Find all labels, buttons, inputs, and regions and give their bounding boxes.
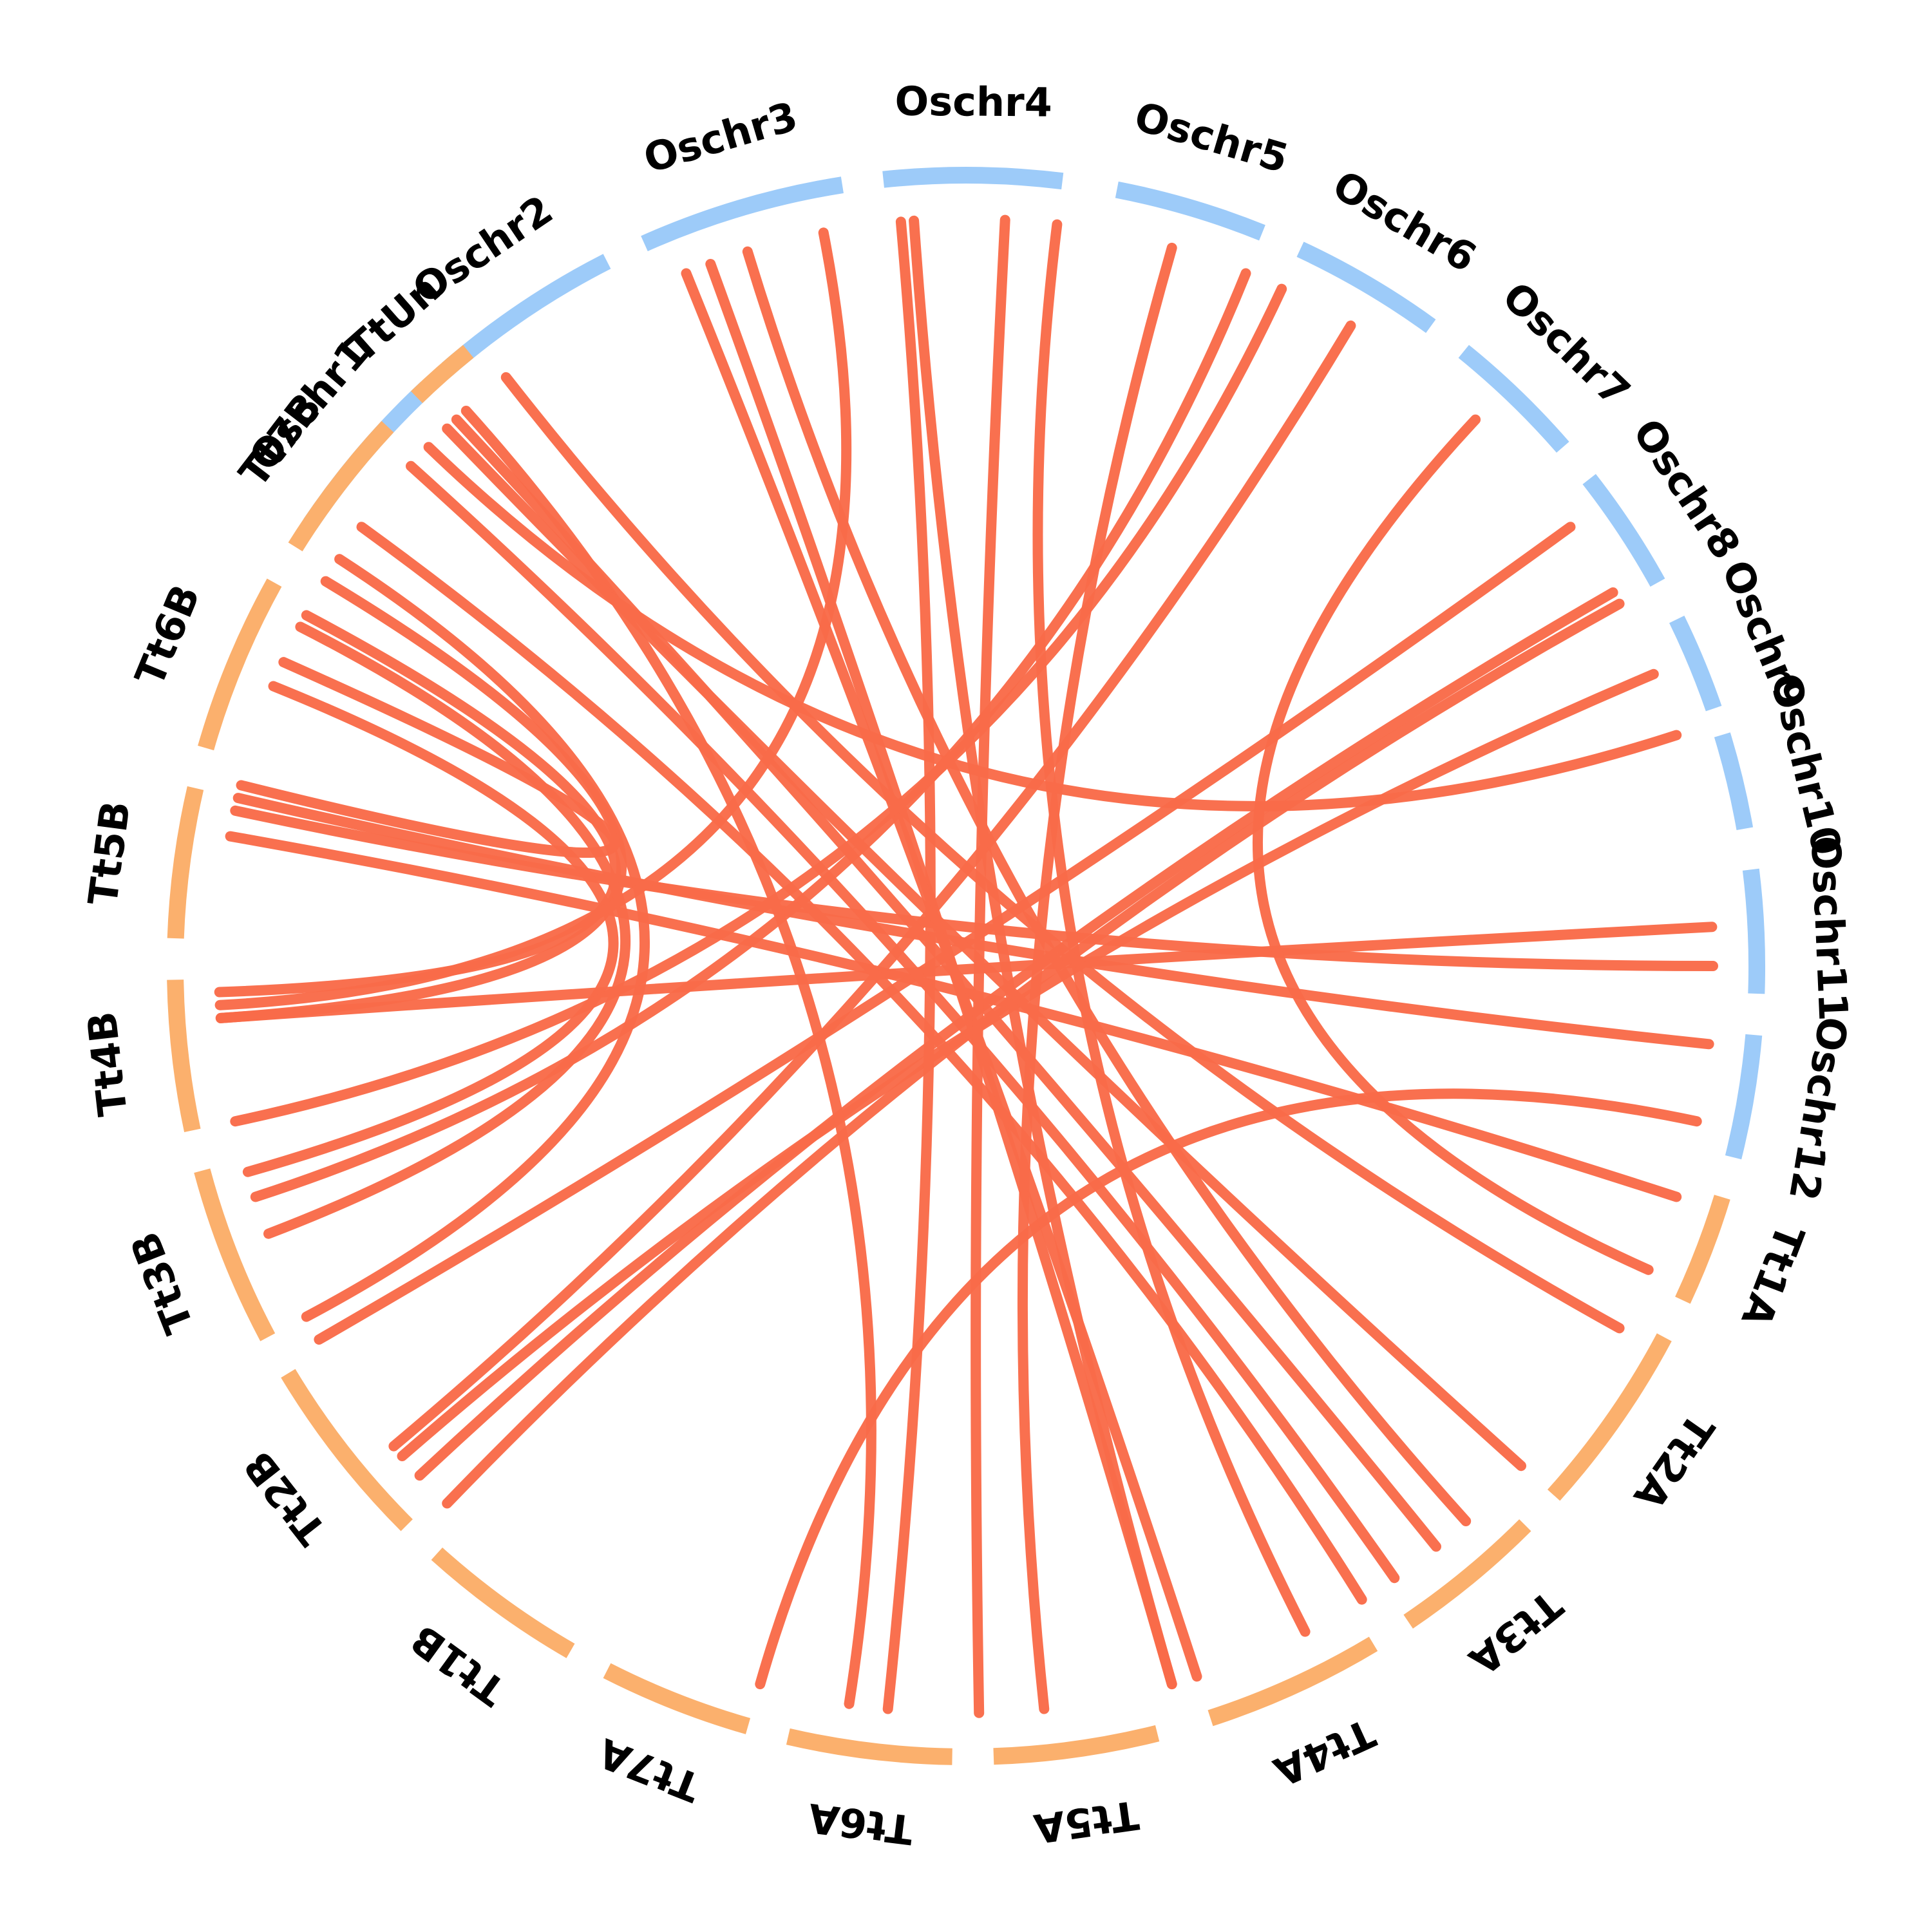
synteny-link-19 — [500, 372, 1625, 1334]
synteny-link-29 — [242, 681, 619, 1177]
chromosome-label-tt5a: Tt5A — [1031, 1791, 1142, 1852]
chromosome-label-tt6a: Tt6A — [806, 1794, 916, 1853]
chromosome-arc-tt6a — [786, 1728, 952, 1765]
synteny-link-31 — [214, 227, 852, 1010]
chromosome-arc-oschr6 — [1296, 242, 1436, 334]
synteny-link-21 — [451, 414, 1441, 1552]
chromosome-arc-oschr10 — [1714, 732, 1754, 831]
chromosome-arc-tt3b — [194, 1168, 276, 1341]
chromosome-label-oschr5: Oschr5 — [1130, 93, 1294, 182]
chromosome-arc-tt4b — [167, 980, 201, 1132]
chromosome-label-oschr6: Oschr6 — [1325, 161, 1484, 281]
chromosome-label-oschr3: Oschr3 — [638, 93, 802, 182]
chromosome-label-tt2b: Tt2B — [234, 1443, 336, 1554]
chromosome-arc-tt3a — [1403, 1519, 1531, 1629]
chromosome-label-oschr10: Oschr10 — [1762, 668, 1851, 859]
synteny-link-7 — [442, 598, 1625, 1509]
synteny-link-13 — [1032, 219, 1311, 1637]
synteny-link-18 — [742, 246, 1472, 1526]
synteny-links — [214, 214, 1718, 1718]
chromosome-label-tt1a: Tt1A — [1732, 1218, 1814, 1333]
chromosome-arc-tt4a — [1208, 1636, 1378, 1727]
synteny-link-28 — [263, 621, 630, 1239]
synteny-link-27 — [301, 554, 650, 1322]
synteny-link-1 — [230, 805, 1718, 971]
chromosome-arc-tt7b — [288, 421, 394, 552]
chromosome-arc-oschr3 — [641, 176, 844, 252]
chromosome-arc-oschr8 — [1582, 474, 1665, 587]
synteny-link-32 — [971, 214, 1010, 1718]
chromosome-arc-tt6b — [198, 578, 282, 751]
chromosome-arc-oschr4 — [882, 167, 1064, 190]
chromosome-label-tt2a: Tt2A — [1625, 1405, 1723, 1518]
synteny-link-34 — [230, 283, 1287, 1127]
chromosome-label-tt4a: Tt4A — [1267, 1709, 1382, 1795]
chromosome-arc-tt5a — [993, 1725, 1160, 1765]
chromosome-arcs — [167, 167, 1765, 1765]
chromosome-arc-tt5b — [167, 786, 204, 939]
chromosome-label-oschr11: Oschr11 — [1802, 835, 1857, 1021]
chromosome-arc-tt1b — [431, 1547, 575, 1658]
chromosome-arc-oschr5 — [1115, 181, 1265, 241]
chromosome-arc-ttun — [410, 345, 474, 404]
chromosome-label-tt3b: Tt3B — [121, 1226, 203, 1340]
synteny-link-30 — [236, 657, 620, 858]
synteny-link-11 — [250, 268, 1251, 1202]
chromosome-label-oschr4: Oschr4 — [895, 78, 1052, 126]
chromosome-label-tt5b: Tt5B — [79, 799, 140, 908]
synteny-link-35 — [423, 442, 1682, 811]
synteny-link-33 — [1253, 414, 1654, 1275]
chromosome-label-tt7a: Tt7A — [592, 1729, 706, 1812]
synteny-link-15 — [882, 216, 936, 1714]
synteny-link-8 — [414, 587, 1618, 1481]
chromosome-arc-oschr11 — [1742, 868, 1765, 994]
chromosome-arc-oschr12 — [1725, 1034, 1763, 1160]
synteny-link-5 — [215, 922, 1718, 1023]
chromosome-arc-oschr9 — [1669, 615, 1722, 712]
chromosome-arc-tt2b — [281, 1368, 413, 1531]
chromosome-label-tt6b: Tt6B — [126, 578, 209, 692]
chromosome-label-tt1b: Tt1B — [402, 1615, 514, 1714]
synteny-link-23 — [406, 460, 1400, 1584]
chromosome-arc-tt2a — [1547, 1333, 1672, 1501]
chromosome-label-tt4b: Tt4B — [78, 1009, 137, 1119]
chromosome-label-oschr12: Oschr12 — [1780, 1014, 1857, 1204]
synteny-link-24 — [356, 522, 1367, 1605]
chromosome-label-tt3a: Tt3A — [1460, 1581, 1571, 1684]
synteny-link-12 — [1017, 242, 1177, 1714]
chromosome-arc-tt1a — [1675, 1195, 1730, 1304]
synteny-link-9 — [314, 522, 1576, 1345]
chromosome-arc-oschr7 — [1458, 345, 1569, 453]
chromosome-arc-tt7a — [603, 1663, 751, 1734]
